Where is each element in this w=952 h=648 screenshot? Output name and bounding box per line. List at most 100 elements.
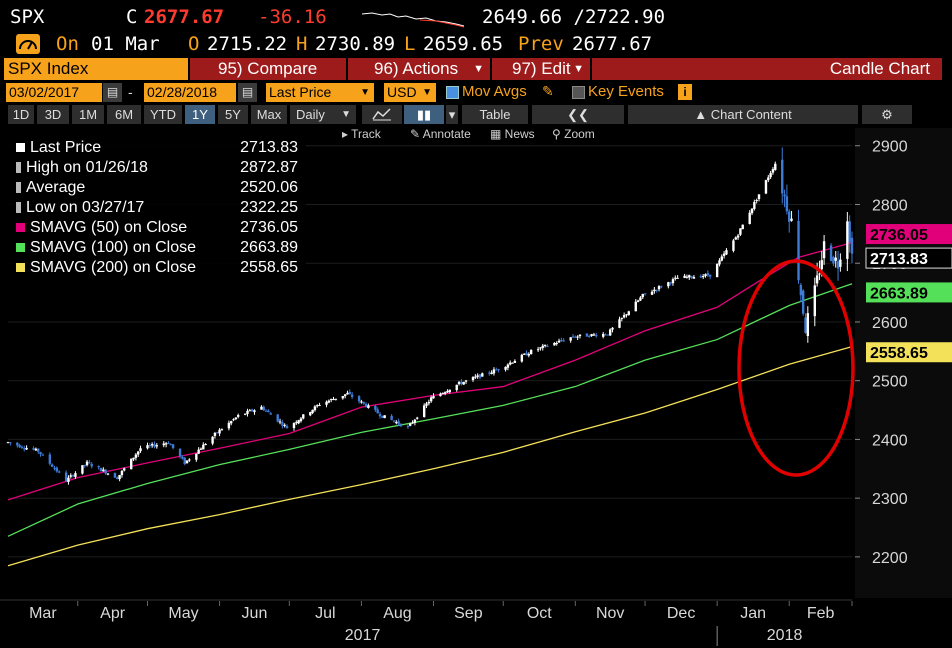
candle-body (722, 253, 726, 256)
candle-body (216, 432, 219, 434)
x-tick-label: Mar (29, 605, 57, 622)
candle-body (183, 457, 186, 465)
price-chart[interactable]: 22002300240025002600270028002900 MarAprM… (0, 128, 952, 648)
news-tool[interactable]: ▦ News (490, 127, 535, 141)
annotate-tool[interactable]: ✎ Annotate (410, 127, 471, 141)
line-chart-icon[interactable] (362, 105, 402, 124)
candle-body (771, 169, 775, 173)
ohlc-line: On 01 Mar O 2715.22 H 2730.89 L 2659.65 … (0, 33, 952, 55)
legend-swatch (16, 202, 21, 214)
currency-select[interactable]: USD ▼ (384, 83, 436, 102)
candle-body (88, 462, 91, 464)
key-events-checkbox[interactable] (572, 86, 585, 99)
period-5y-button[interactable]: 5Y (218, 105, 248, 124)
info-icon[interactable]: i (678, 84, 692, 100)
price-tag-box (866, 282, 952, 303)
period-ytd-button[interactable]: YTD (144, 105, 182, 124)
candle-body (488, 372, 491, 374)
candle-body (457, 382, 461, 385)
legend-label: SMAVG (50) on Close (30, 219, 188, 236)
candle-body (539, 347, 542, 349)
candle-body (608, 329, 612, 336)
candle-chart-icon[interactable]: ▮▮ (404, 105, 444, 124)
candle-body (509, 362, 512, 365)
candle-body (343, 394, 347, 397)
period-1m-button[interactable]: 1M (72, 105, 104, 124)
candle-body (230, 421, 233, 424)
period-1y-button[interactable]: 1Y (185, 105, 215, 124)
calendar-icon[interactable]: ▤ (103, 83, 122, 102)
candle-body (383, 415, 386, 419)
candle-body (818, 273, 821, 275)
start-date-input[interactable]: 03/02/2017 (6, 83, 102, 102)
period-3d-button[interactable]: 3D (37, 105, 69, 124)
candle-body (164, 443, 168, 445)
calendar-icon[interactable]: ▤ (238, 83, 257, 102)
candle-body (53, 467, 56, 469)
candle-body (846, 221, 849, 259)
candle-body (243, 413, 247, 415)
candle-body (64, 472, 68, 482)
compare-button[interactable]: 95) Compare (190, 58, 346, 80)
period-6m-button[interactable]: 6M (107, 105, 141, 124)
gauge-icon[interactable] (16, 34, 40, 54)
candle-body (429, 397, 433, 402)
legend-item: High on 01/26/18 (16, 158, 148, 178)
candle-body (699, 276, 703, 278)
y-axis: 22002300240025002600270028002900 (855, 128, 952, 598)
candle-body (367, 405, 370, 409)
x-axis: Mar Apr May Jun Jul Aug Sep Oct Nov Dec Jan Feb 2017… (0, 599, 853, 646)
candle-body (132, 457, 135, 460)
candle-body (199, 448, 203, 450)
currency-value: USD (387, 84, 417, 100)
candle-body (650, 291, 654, 295)
candle-body (476, 375, 479, 377)
edit-menu[interactable]: 97) Edit ▼ (492, 58, 590, 80)
chart-content-button[interactable]: ▲ Chart Content (628, 105, 858, 124)
candle-body (850, 237, 854, 254)
candle-body (264, 410, 268, 412)
actions-menu[interactable]: 96) Actions ▼ (348, 58, 490, 80)
frequency-select[interactable]: Daily ▼ (290, 105, 356, 124)
security-field[interactable]: SPX Index (4, 58, 188, 80)
candle-body (364, 403, 368, 407)
candle-body (557, 340, 561, 343)
candle-body (204, 444, 207, 446)
period-1d-button[interactable]: 1D (8, 105, 34, 124)
gear-icon[interactable]: ⚙ (862, 105, 912, 124)
candle-body (169, 444, 172, 446)
candle-body (720, 256, 723, 261)
table-button[interactable]: Table (462, 105, 528, 124)
legend-value: 2663.89 (240, 239, 298, 256)
candle-body (788, 211, 791, 222)
candle-body (155, 445, 159, 447)
candle-body (327, 400, 331, 403)
candle-body (197, 449, 200, 454)
period-max-button[interactable]: Max (251, 105, 287, 124)
chevron-down-icon[interactable]: ▾ (446, 105, 458, 124)
candle-body (767, 177, 770, 181)
candle-body (329, 399, 333, 401)
field-select[interactable]: Last Price ▼ (266, 83, 374, 102)
candle-body (781, 159, 784, 194)
zoom-tool[interactable]: ⚲ Zoom (552, 127, 595, 141)
pencil-icon[interactable]: ✎ (542, 83, 554, 99)
track-tool[interactable]: ▸ Track (342, 127, 381, 141)
chevron-down-icon: ▼ (473, 63, 484, 75)
end-date-input[interactable]: 02/28/2018 (144, 83, 236, 102)
chart-content-icon: ▲ (694, 107, 708, 122)
chart-tools-row: ▸ Track ✎ Annotate ▦ News ⚲ Zoom (0, 127, 952, 145)
candle-body (97, 466, 100, 468)
collapse-left-icon[interactable]: ❮❮ (532, 105, 624, 124)
candle-body (801, 290, 805, 314)
candle-body (460, 381, 463, 385)
legend-label: Last Price (30, 139, 102, 156)
candle-body (39, 452, 42, 455)
y-tick-label: 2500 (872, 374, 908, 391)
candle-body (90, 464, 93, 467)
candle-body (41, 454, 45, 456)
mov-avgs-checkbox[interactable] (446, 86, 459, 99)
legend-label: Low on 03/27/17 (26, 199, 145, 216)
candle-body (9, 442, 12, 444)
candle-body (643, 293, 647, 295)
